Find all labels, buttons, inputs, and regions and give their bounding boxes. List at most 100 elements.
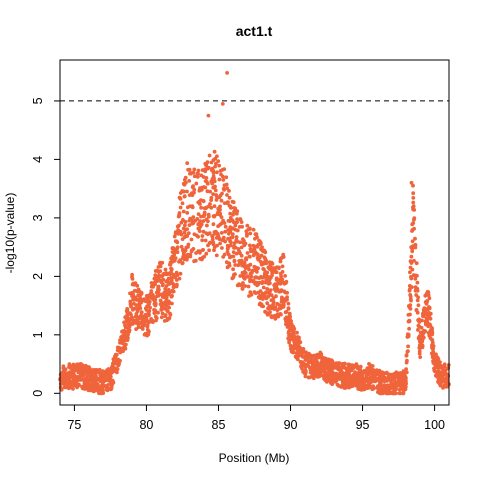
data-point [420,345,425,350]
data-point [342,361,347,366]
data-point [257,242,262,247]
data-point [273,268,277,272]
data-point [205,223,209,228]
data-point [316,368,321,372]
data-point [128,317,133,322]
data-point [217,177,222,182]
data-point [248,243,252,248]
data-point [232,220,236,225]
data-point [135,289,140,294]
x-tick-label: 95 [356,418,370,432]
data-point [266,275,271,280]
data-point [409,276,414,281]
data-point [101,371,106,376]
data-point [105,370,110,375]
data-point [242,264,247,269]
data-point [236,247,241,251]
data-point [88,374,93,379]
data-point [421,314,426,319]
data-point [330,369,334,374]
data-point [349,368,354,373]
data-point [203,185,208,190]
data-point [248,279,252,284]
data-point [269,298,274,303]
data-point [231,250,236,255]
data-point [195,217,200,221]
data-point [171,246,176,251]
data-point [217,163,222,168]
data-point [251,227,256,232]
data-point [206,113,211,118]
data-point [208,189,213,194]
data-point [263,250,268,255]
data-point [253,236,257,241]
data-point [153,273,158,278]
data-point [178,191,183,195]
data-point [131,292,136,297]
data-point [278,306,283,311]
x-tick-label: 85 [212,418,226,432]
data-point [287,333,291,338]
chart-title: act1.t [236,23,273,39]
data-point [160,311,165,316]
data-point [146,330,151,335]
data-point [377,376,381,380]
data-point [64,380,69,385]
data-point [225,246,230,251]
data-point [279,274,283,279]
data-point [414,308,419,312]
data-point [173,275,178,280]
data-point [148,305,153,310]
data-point [170,301,174,306]
x-tick-label: 90 [284,418,298,432]
data-point [261,267,266,271]
data-point [196,171,200,176]
data-point [129,304,134,309]
data-point [438,360,442,364]
data-point [428,336,433,340]
data-point [183,227,188,232]
data-point [204,231,209,236]
data-point [416,336,421,341]
data-point [238,274,243,278]
data-point [266,306,271,311]
data-point [222,188,227,192]
data-point [147,312,151,317]
data-point [199,222,204,227]
data-point [227,203,232,208]
data-point [445,377,450,382]
data-point [426,312,430,316]
data-point [129,312,133,317]
data-point [184,233,189,238]
data-point [122,338,127,343]
data-point [169,279,174,284]
data-point [170,294,174,298]
data-point [127,329,131,334]
data-point [413,236,417,241]
data-point [224,175,229,180]
data-point [211,222,216,227]
data-point [139,300,144,305]
data-point [153,314,158,319]
data-point [338,371,342,376]
y-tick-label: 4 [31,156,45,163]
data-point [275,265,279,270]
data-point [131,281,136,286]
data-point [182,178,187,182]
data-point [146,320,151,325]
data-point [232,272,237,277]
data-point [269,293,274,298]
data-point [145,324,150,329]
data-point [239,258,244,263]
data-point [225,243,230,248]
data-point [225,71,230,75]
data-point [196,168,201,173]
data-point [110,378,115,383]
data-point [260,293,264,298]
data-point [371,385,376,390]
data-point [248,231,253,236]
data-point [228,229,233,234]
data-point [264,258,269,263]
data-point [192,167,197,172]
data-point [132,306,137,311]
